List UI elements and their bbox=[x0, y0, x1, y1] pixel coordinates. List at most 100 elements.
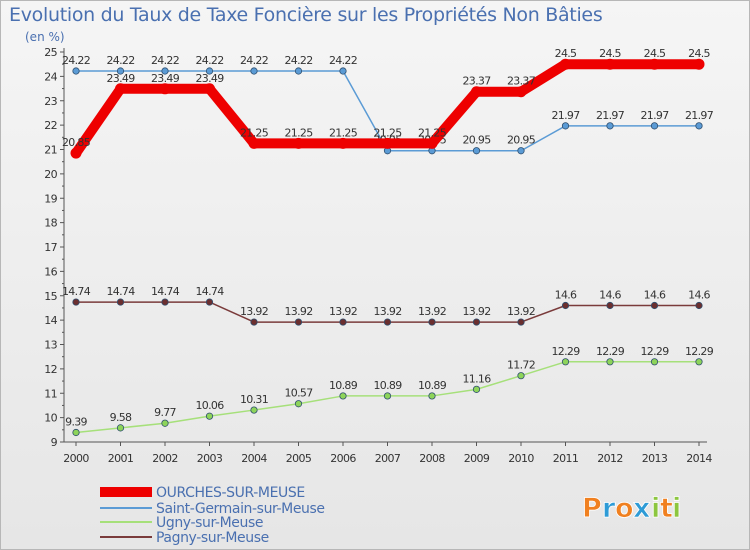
x-tick-label-2001: 2001 bbox=[108, 452, 134, 465]
logo-letter-6: i bbox=[672, 493, 681, 524]
data-point-saint-germain-sur-meuse-2003 bbox=[205, 67, 214, 75]
data-label-ourches-sur-meuse-2012: 24.5 bbox=[599, 47, 621, 60]
y-tick-label-22: 22 bbox=[44, 119, 57, 132]
data-point-saint-germain-sur-meuse-2006 bbox=[339, 67, 347, 75]
data-label-saint-germain-sur-meuse-2001: 24.22 bbox=[107, 54, 135, 67]
legend-label-saint-germain-sur-meuse: Saint-Germain-sur-Meuse bbox=[156, 501, 325, 517]
data-point-pagny-sur-meuse-2009 bbox=[472, 318, 481, 326]
data-point-saint-germain-sur-meuse-2002 bbox=[161, 67, 169, 75]
data-label-pagny-sur-meuse-2003: 14.74 bbox=[196, 285, 225, 298]
data-label-ourches-sur-meuse-2005: 21.25 bbox=[285, 126, 314, 139]
y-tick-label-23: 23 bbox=[44, 95, 57, 108]
data-point-ourches-sur-meuse-2005 bbox=[293, 137, 304, 149]
data-label-pagny-sur-meuse-2000: 14.74 bbox=[62, 285, 91, 298]
data-point-saint-germain-sur-meuse-2013 bbox=[650, 122, 659, 130]
data-point-pagny-sur-meuse-2011 bbox=[561, 301, 570, 310]
data-label-pagny-sur-meuse-2013: 14.6 bbox=[644, 289, 666, 302]
y-tick-label-11: 11 bbox=[44, 387, 57, 400]
data-label-ourches-sur-meuse-2004: 21.25 bbox=[240, 126, 269, 139]
data-label-ugny-sur-meuse-2010: 11.72 bbox=[507, 359, 535, 372]
y-tick-label-15: 15 bbox=[44, 290, 57, 303]
data-point-ugny-sur-meuse-2006 bbox=[339, 392, 347, 400]
x-tick-label-2007: 2007 bbox=[375, 452, 401, 465]
data-label-ourches-sur-meuse-2010: 23.37 bbox=[507, 75, 536, 88]
data-point-ourches-sur-meuse-2003 bbox=[204, 83, 215, 95]
data-label-saint-germain-sur-meuse-2012: 21.97 bbox=[596, 109, 625, 122]
data-label-ugny-sur-meuse-2004: 10.31 bbox=[240, 393, 268, 406]
data-point-ugny-sur-meuse-2004 bbox=[250, 406, 258, 414]
data-point-pagny-sur-meuse-2005 bbox=[294, 318, 303, 326]
data-label-pagny-sur-meuse-2008: 13.92 bbox=[418, 305, 446, 318]
data-point-ugny-sur-meuse-2010 bbox=[517, 372, 525, 380]
logo-letter-0: P bbox=[582, 493, 602, 524]
data-label-saint-germain-sur-meuse-2004: 24.22 bbox=[240, 54, 268, 67]
logo-letter-1: r bbox=[602, 493, 616, 524]
data-label-saint-germain-sur-meuse-2010: 20.95 bbox=[507, 134, 536, 147]
data-label-ourches-sur-meuse-2013: 24.5 bbox=[644, 47, 666, 60]
data-point-ugny-sur-meuse-2005 bbox=[294, 400, 303, 408]
y-tick-label-9: 9 bbox=[51, 436, 58, 449]
data-point-pagny-sur-meuse-2004 bbox=[250, 318, 258, 326]
data-point-pagny-sur-meuse-2006 bbox=[339, 318, 347, 326]
y-tick-label-17: 17 bbox=[44, 241, 57, 254]
data-label-ourches-sur-meuse-2001: 23.49 bbox=[107, 72, 136, 85]
data-label-saint-germain-sur-meuse-2011: 21.97 bbox=[552, 109, 581, 122]
x-tick-label-2004: 2004 bbox=[241, 452, 267, 465]
data-label-saint-germain-sur-meuse-2002: 24.22 bbox=[151, 54, 179, 67]
data-point-ugny-sur-meuse-2003 bbox=[205, 412, 214, 420]
data-point-ourches-sur-meuse-2008 bbox=[426, 137, 438, 149]
data-point-ourches-sur-meuse-2013 bbox=[649, 58, 660, 70]
data-point-ugny-sur-meuse-2009 bbox=[472, 385, 481, 393]
y-tick-label-20: 20 bbox=[44, 168, 57, 181]
data-label-ourches-sur-meuse-2002: 23.49 bbox=[151, 72, 180, 85]
y-tick-label-10: 10 bbox=[44, 412, 57, 425]
data-point-saint-germain-sur-meuse-2014 bbox=[695, 122, 703, 130]
data-label-ugny-sur-meuse-2012: 12.29 bbox=[596, 345, 625, 358]
data-label-ourches-sur-meuse-2003: 23.49 bbox=[196, 72, 225, 85]
data-point-ugny-sur-meuse-2008 bbox=[428, 392, 436, 400]
data-label-ugny-sur-meuse-2007: 10.89 bbox=[374, 379, 403, 392]
data-label-pagny-sur-meuse-2002: 14.74 bbox=[151, 285, 180, 298]
data-point-ugny-sur-meuse-2014 bbox=[695, 358, 703, 366]
data-point-saint-germain-sur-meuse-2000 bbox=[72, 67, 80, 75]
data-point-ugny-sur-meuse-2002 bbox=[161, 419, 169, 427]
data-label-ugny-sur-meuse-2014: 12.29 bbox=[685, 345, 714, 358]
data-point-saint-germain-sur-meuse-2009 bbox=[472, 147, 481, 155]
data-point-saint-germain-sur-meuse-2004 bbox=[250, 67, 258, 75]
data-point-ourches-sur-meuse-2001 bbox=[115, 83, 126, 95]
data-point-pagny-sur-meuse-2003 bbox=[205, 298, 214, 306]
y-tick-label-12: 12 bbox=[44, 363, 57, 376]
data-point-ugny-sur-meuse-2012 bbox=[606, 358, 614, 366]
data-label-pagny-sur-meuse-2001: 14.74 bbox=[107, 285, 136, 298]
data-label-ugny-sur-meuse-2001: 9.58 bbox=[110, 411, 132, 424]
data-point-ourches-sur-meuse-2007 bbox=[382, 137, 393, 149]
data-label-saint-germain-sur-meuse-2009: 20.95 bbox=[463, 134, 492, 147]
data-label-saint-germain-sur-meuse-2005: 24.22 bbox=[285, 54, 313, 67]
data-point-ourches-sur-meuse-2006 bbox=[337, 137, 349, 149]
data-point-pagny-sur-meuse-2002 bbox=[161, 298, 169, 306]
legend-label-ugny-sur-meuse: Ugny-sur-Meuse bbox=[156, 515, 263, 531]
data-point-pagny-sur-meuse-2000 bbox=[72, 298, 80, 306]
data-point-ourches-sur-meuse-2000 bbox=[70, 147, 82, 159]
x-tick-label-2013: 2013 bbox=[642, 452, 668, 465]
data-label-ugny-sur-meuse-2003: 10.06 bbox=[196, 399, 225, 412]
logo-letter-2: o bbox=[615, 493, 634, 524]
data-point-pagny-sur-meuse-2012 bbox=[606, 301, 614, 310]
y-tick-label-18: 18 bbox=[44, 217, 57, 230]
data-label-ugny-sur-meuse-2011: 12.29 bbox=[552, 345, 581, 358]
y-tick-label-19: 19 bbox=[44, 192, 57, 205]
y-tick-label-21: 21 bbox=[44, 144, 57, 157]
data-label-ugny-sur-meuse-2009: 11.16 bbox=[463, 372, 492, 385]
legend-label-ourches-sur-meuse: OURCHES-SUR-MEUSE bbox=[156, 485, 305, 501]
data-point-ugny-sur-meuse-2000 bbox=[72, 428, 80, 437]
data-label-pagny-sur-meuse-2009: 13.92 bbox=[463, 305, 491, 318]
x-tick-label-2006: 2006 bbox=[330, 452, 356, 465]
data-point-pagny-sur-meuse-2008 bbox=[428, 318, 436, 326]
unit-label: (en %) bbox=[25, 30, 65, 44]
data-label-ugny-sur-meuse-2005: 10.57 bbox=[285, 387, 314, 400]
data-label-saint-germain-sur-meuse-2003: 24.22 bbox=[196, 54, 224, 67]
x-tick-label-2000: 2000 bbox=[63, 452, 89, 465]
x-tick-label-2008: 2008 bbox=[419, 452, 445, 465]
x-tick-label-2012: 2012 bbox=[597, 452, 623, 465]
